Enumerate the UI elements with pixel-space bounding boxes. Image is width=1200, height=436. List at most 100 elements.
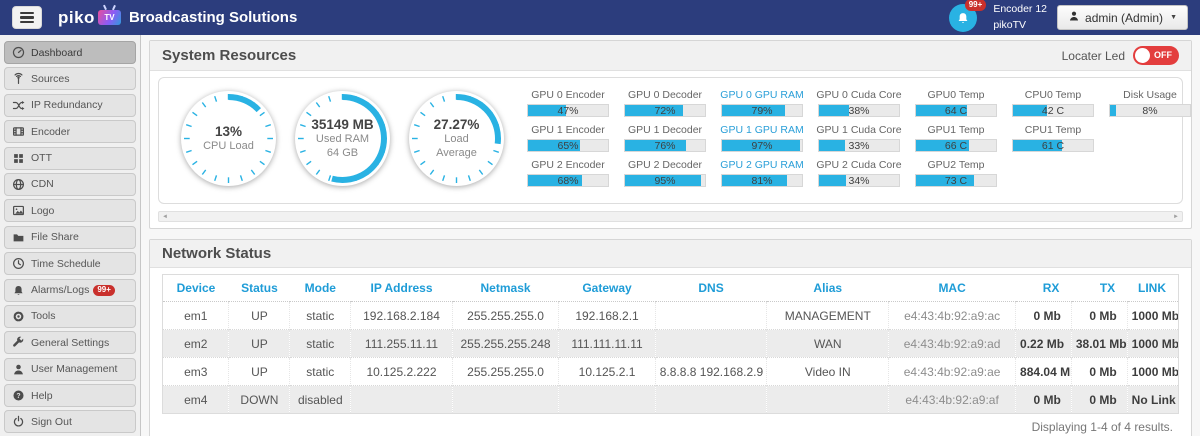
- stat-value: 38%: [848, 105, 870, 117]
- table-row-em1[interactable]: em1 UP static 192.168.2.184 255.255.255.0 192…: [163, 301, 1178, 330]
- sidebar-item-tools[interactable]: Tools: [4, 304, 136, 328]
- stat-label: GPU2 Temp: [927, 159, 985, 171]
- sidebar-item-dashboard[interactable]: Dashboard: [4, 41, 136, 64]
- scroll-left-arrow[interactable]: ◄: [162, 213, 168, 220]
- scroll-right-arrow[interactable]: ►: [1173, 213, 1179, 220]
- cell: 10.125.2.222: [350, 357, 453, 386]
- cell: em1: [163, 301, 230, 330]
- column-header-mode[interactable]: Mode: [289, 275, 351, 302]
- cell: UP: [228, 357, 291, 386]
- stat-gpu-2-encoder: GPU 2 Encoder 68%: [524, 159, 612, 187]
- stat-gpu-2-cuda-core: GPU 2 Cuda Core 34%: [815, 159, 903, 187]
- column-header-mac[interactable]: MAC: [888, 275, 1016, 302]
- cell: 1000 Mb: [1127, 329, 1178, 358]
- sidebar-item-time-schedule[interactable]: Time Schedule: [4, 252, 136, 276]
- stat-label: GPU 1 Decoder: [627, 124, 703, 136]
- network-table: Device Status Mode IP Address Netmask Gateway…: [163, 275, 1178, 413]
- sidebar-item-user-management[interactable]: User Management: [4, 357, 136, 381]
- sidebar-item-file-share[interactable]: File Share: [4, 225, 136, 249]
- stat-bar: 33%: [818, 139, 900, 152]
- sidebar-item-help[interactable]: ? Help: [4, 384, 136, 408]
- cell: 0 Mb: [1071, 385, 1128, 413]
- locater-led-label: Locater Led: [1061, 48, 1125, 63]
- sidebar-item-logo[interactable]: Logo: [4, 199, 136, 223]
- user-management-icon: [12, 363, 27, 376]
- tv-icon: TV: [97, 4, 121, 25]
- stat-value: 72%: [654, 105, 676, 117]
- stat-bar: 61 C: [1012, 139, 1094, 152]
- stat-disk-usage: Disk Usage 8%: [1106, 89, 1194, 117]
- cell: 0.22 Mb: [1015, 329, 1072, 358]
- stat-label: GPU 0 GPU RAM: [720, 89, 804, 101]
- cell: 255.255.255.248: [452, 329, 560, 358]
- sidebar-item-label: Tools: [31, 310, 56, 323]
- stat-gpu-1-encoder: GPU 1 Encoder 65%: [524, 124, 612, 152]
- column-header-rx[interactable]: RX: [1015, 275, 1072, 302]
- column-header-status[interactable]: Status: [228, 275, 290, 302]
- gauge-text: 35149 MB Used RAM 64 GB: [295, 91, 390, 186]
- table-row-em3[interactable]: em3 UP static 10.125.2.222 255.255.255.0 10.1…: [163, 357, 1178, 386]
- column-header-alias[interactable]: Alias: [766, 275, 889, 302]
- system-resources-title: System Resources: [162, 47, 297, 64]
- general-settings-icon: [12, 336, 27, 349]
- stat-cpu0-temp: CPU0 Temp 42 C: [1009, 89, 1097, 117]
- column-header-dns[interactable]: DNS: [655, 275, 767, 302]
- sidebar-item-label: Encoder: [31, 125, 71, 138]
- stat-gpu-1-cuda-core: GPU 1 Cuda Core 33%: [815, 124, 903, 152]
- stat-gpu-2-gpu-ram: GPU 2 GPU RAM 81%: [718, 159, 806, 187]
- stat-gpu1-temp: GPU1 Temp 66 C: [912, 124, 1000, 152]
- brand-logo: piko TV: [58, 4, 121, 28]
- sidebar-item-general-settings[interactable]: General Settings: [4, 331, 136, 355]
- stat-value: 81%: [751, 175, 773, 187]
- results-count: Displaying 1-4 of 4 results.: [1031, 420, 1173, 434]
- cell: static: [289, 357, 352, 386]
- cell: 255.255.255.0: [452, 301, 560, 330]
- table-row-em2[interactable]: em2 UP static 111.255.11.11 255.255.255.248 1…: [163, 329, 1178, 358]
- sidebar-item-alarms-logs[interactable]: Alarms/Logs 99+: [4, 278, 136, 302]
- time-schedule-icon: [12, 257, 27, 270]
- sidebar-item-label: Help: [31, 389, 53, 402]
- column-header-link[interactable]: LINK: [1127, 275, 1178, 302]
- sidebar-item-ott[interactable]: OTT: [4, 146, 136, 170]
- sidebar-item-sign-out[interactable]: Sign Out: [4, 410, 136, 434]
- encoder-icon: [12, 125, 27, 138]
- stat-gpu-0-encoder: GPU 0 Encoder 47%: [524, 89, 612, 117]
- stat-bar: 66 C: [915, 139, 997, 152]
- stat-value: 68%: [557, 175, 579, 187]
- menu-button[interactable]: [12, 6, 42, 29]
- sidebar-item-sources[interactable]: Sources: [4, 67, 136, 91]
- stat-value: 65%: [557, 140, 579, 152]
- column-header-gateway[interactable]: Gateway: [558, 275, 656, 302]
- cell: 1000 Mb: [1127, 301, 1178, 330]
- system-resources-header: System Resources Locater Led OFF: [150, 41, 1191, 71]
- help-icon: ?: [12, 389, 27, 402]
- alarms-badge: 99+: [93, 284, 115, 296]
- table-row-em4[interactable]: em4 DOWN disabled e4:43:4b:92:a9:af 0 Mb 0 Mb…: [163, 385, 1178, 413]
- sidebar-item-ip-redundancy[interactable]: IP Redundancy: [4, 93, 136, 117]
- stat-column: GPU 0 Decoder 72% GPU 1 Decoder 76% GPU 2 De…: [621, 89, 709, 194]
- column-header-ip-address[interactable]: IP Address: [350, 275, 453, 302]
- locater-led-toggle[interactable]: OFF: [1133, 46, 1179, 65]
- horizontal-scrollbar[interactable]: ◄ ►: [158, 211, 1183, 222]
- stat-bar: 65%: [527, 139, 609, 152]
- column-header-netmask[interactable]: Netmask: [452, 275, 559, 302]
- stat-bar: 72%: [624, 104, 706, 117]
- sidebar-item-label: Logo: [31, 204, 55, 217]
- sidebar-item-label: Time Schedule: [31, 257, 101, 270]
- sidebar-item-label: File Share: [31, 231, 79, 244]
- cell: MANAGEMENT: [766, 301, 890, 330]
- stat-gpu-0-decoder: GPU 0 Decoder 72%: [621, 89, 709, 117]
- stat-column: GPU 0 GPU RAM 79% GPU 1 GPU RAM 97% GPU 2 GP…: [718, 89, 806, 194]
- sidebar-item-encoder[interactable]: Encoder: [4, 120, 136, 144]
- sidebar-item-cdn[interactable]: CDN: [4, 172, 136, 196]
- user-menu-button[interactable]: admin (Admin) ▼: [1057, 5, 1188, 30]
- notifications-button[interactable]: 99+: [949, 0, 987, 32]
- stat-label: Disk Usage: [1123, 89, 1177, 101]
- cell: [452, 385, 560, 413]
- column-header-device[interactable]: Device: [163, 275, 229, 302]
- cell: 111.255.11.11: [350, 329, 453, 358]
- stat-label: GPU0 Temp: [927, 89, 985, 101]
- column-header-tx[interactable]: TX: [1071, 275, 1128, 302]
- sidebar-item-label: General Settings: [31, 336, 110, 349]
